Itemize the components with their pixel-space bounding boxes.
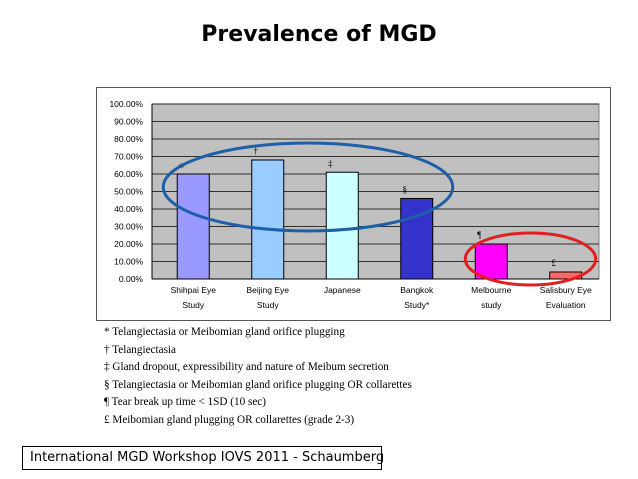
- y-tick-label: 60.00%: [114, 169, 143, 179]
- y-tick-label: 20.00%: [114, 239, 143, 249]
- source-citation: International MGD Workshop IOVS 2011 - S…: [22, 446, 384, 470]
- x-tick-label: Salisbury Eye: [540, 285, 592, 295]
- y-tick-label: 100.00%: [109, 99, 143, 109]
- y-tick-label: 50.00%: [114, 187, 143, 197]
- x-tick-label: Bangkok: [400, 285, 434, 295]
- x-tick-label: Japanese: [324, 285, 361, 295]
- footnote-item: ¶ Tear break up time < 1SD (10 sec): [104, 396, 266, 409]
- y-tick-label: 90.00%: [114, 117, 143, 127]
- x-tick-label: Study*: [404, 300, 430, 310]
- footnote-item: £ Meibomian gland plugging OR collarette…: [104, 413, 355, 426]
- y-tick-label: 80.00%: [114, 134, 143, 144]
- bar-marker-label: †: [254, 146, 259, 156]
- footnote-item: * Telangiectasia or Meibomian gland orif…: [104, 326, 345, 338]
- y-tick-label: 70.00%: [114, 152, 143, 162]
- footnote-item: § Telangiectasia or Meibomian gland orif…: [104, 378, 412, 391]
- annotation-ellipse-red: [463, 231, 598, 287]
- bar-marker-label: §: [403, 185, 408, 195]
- y-tick-label: 10.00%: [114, 257, 143, 267]
- slide-title: Prevalence of MGD: [201, 22, 437, 47]
- bar-marker-label: £: [552, 258, 557, 268]
- footnote-item: † Telangiectasia: [104, 343, 177, 356]
- x-tick-label: Melbourne: [471, 285, 511, 295]
- bar: [474, 243, 508, 280]
- bar-chart: 0.00% 10.00% 20.00% 30.00% 40.00% 50.00% 60.00…: [109, 99, 600, 310]
- bar-marker-label: *: [178, 160, 185, 175]
- annotation-ellipse-blue: [161, 141, 455, 233]
- x-tick-label: Study: [182, 300, 204, 310]
- x-tick-label: Shihpai Eye: [171, 285, 217, 295]
- footnote-list: * Telangiectasia or Meibomian gland orif…: [104, 324, 604, 430]
- bar-marker-label: ¶: [477, 230, 481, 240]
- y-tick-label: 40.00%: [114, 204, 143, 214]
- x-tick-label: Evaluation: [546, 300, 586, 310]
- x-tick-label: study: [481, 300, 502, 310]
- bar: [176, 173, 210, 280]
- y-tick-label: 0.00%: [119, 274, 144, 284]
- y-tick-label: 30.00%: [114, 222, 143, 232]
- chart-container: 0.00% 10.00% 20.00% 30.00% 40.00% 50.00% 60.00…: [96, 87, 611, 321]
- bar: [325, 171, 359, 280]
- bar-marker-label: ‡: [328, 158, 333, 168]
- x-tick-label: Beijing Eye: [246, 285, 289, 295]
- footnote-item: ‡ Gland dropout, expressibility and natu…: [104, 361, 389, 374]
- bar: [251, 159, 285, 280]
- x-tick-label: Study: [257, 300, 279, 310]
